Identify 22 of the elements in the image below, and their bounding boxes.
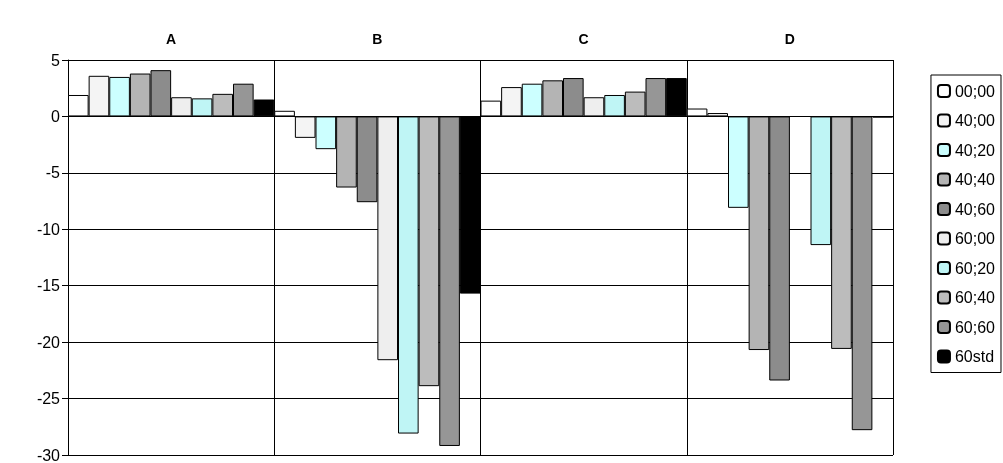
x-tick-label: B	[372, 31, 383, 47]
y-tick-label: -20	[36, 333, 61, 351]
x-tick-label: A	[166, 31, 177, 47]
legend-label: 60std	[954, 348, 995, 365]
legend-label: 60;00	[954, 230, 996, 247]
legend-label: 40;20	[954, 141, 996, 159]
y-tick-label: -10	[36, 220, 61, 238]
x-tick-label: C	[578, 31, 589, 47]
legend-label: 60;40	[954, 289, 996, 306]
legend-label: 40;60	[954, 200, 996, 218]
legend-label: 40;00	[954, 112, 996, 129]
y-tick-label: -5	[45, 164, 61, 182]
y-tick-label: -25	[36, 390, 61, 408]
legend-label: 60;60	[954, 318, 996, 336]
legend-label: 00;00	[954, 82, 996, 100]
y-tick-label: -30	[36, 446, 61, 463]
legend-label: 40;40	[954, 171, 996, 188]
y-tick-label: 0	[51, 107, 61, 125]
legend-label: 60;20	[954, 259, 996, 277]
x-tick-label: D	[784, 31, 795, 47]
y-tick-label: 5	[51, 51, 61, 69]
y-tick-label: -15	[36, 277, 61, 295]
